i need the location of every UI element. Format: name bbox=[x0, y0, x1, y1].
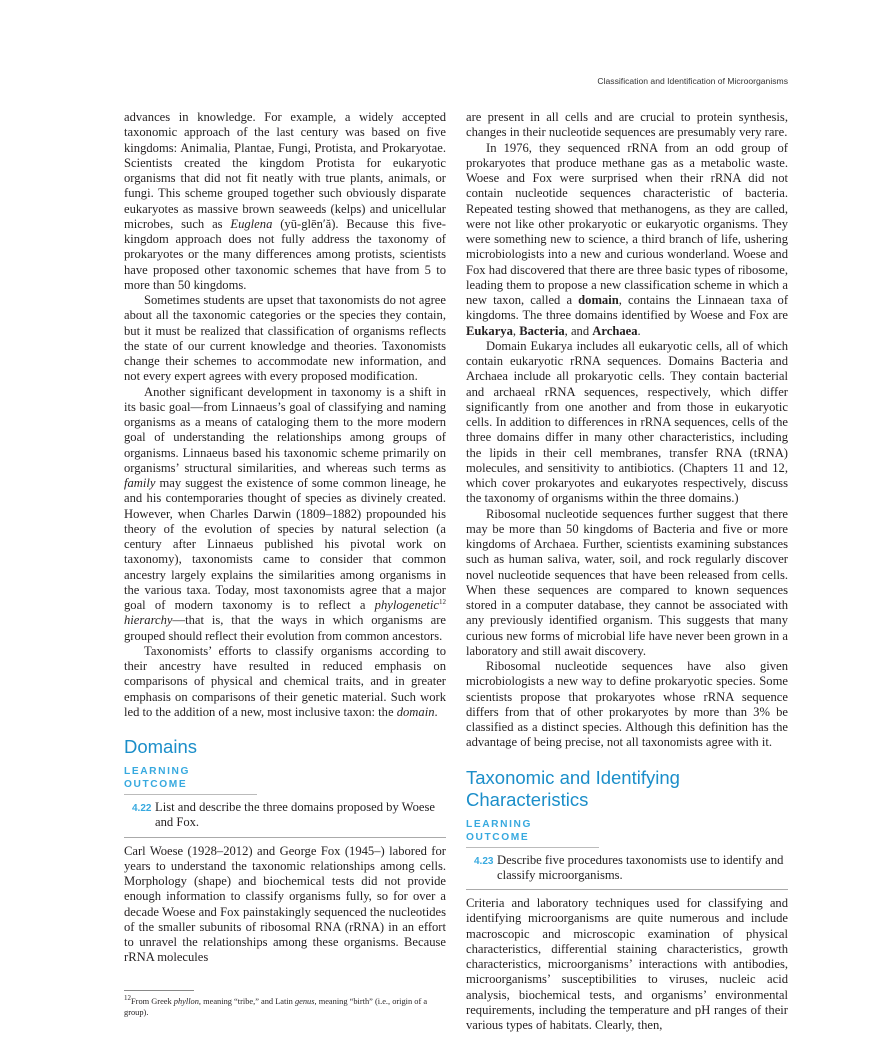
outcome-number: 4.23 bbox=[474, 855, 494, 867]
taxonomic-characteristics-section: Taxonomic and Identifying Characteristic… bbox=[466, 767, 788, 1034]
paragraph: Ribosomal nucleotide sequences further s… bbox=[466, 506, 788, 658]
bold-term: domain bbox=[578, 293, 619, 307]
text: Another significant development in taxon… bbox=[124, 384, 446, 475]
paragraph: Domain Eukarya includes all eukaryotic c… bbox=[466, 338, 788, 506]
footnote: 12From Greek phyllon, meaning “tribe,” a… bbox=[124, 991, 446, 1018]
paragraph: Another significant development in taxon… bbox=[124, 385, 446, 644]
paragraph: Taxonomists’ efforts to classify organis… bbox=[124, 644, 446, 720]
paragraph: Criteria and laboratory techniques used … bbox=[466, 896, 788, 1032]
learning-outcome-label: LEARNING OUTCOME bbox=[124, 765, 257, 795]
right-column: are present in all cells and are crucial… bbox=[466, 110, 788, 1053]
italic-term: domain bbox=[396, 704, 435, 719]
text: , and bbox=[564, 323, 593, 338]
footnote-area: 12From Greek phyllon, meaning “tribe,” a… bbox=[124, 989, 446, 1018]
paragraph: Ribosomal nucleotide sequences have also… bbox=[466, 659, 788, 750]
text: , bbox=[512, 323, 520, 338]
text: In 1976, they sequenced rRNA from an odd… bbox=[466, 140, 788, 308]
learning-outcome-label: LEARNING OUTCOME bbox=[466, 818, 599, 848]
section-heading: Taxonomic and Identifying Characteristic… bbox=[466, 766, 680, 810]
italic-term: family bbox=[124, 476, 156, 490]
text: Taxonomists’ efforts to classify organis… bbox=[124, 643, 446, 719]
outcome-text: Describe five procedures taxonomists use… bbox=[497, 852, 784, 882]
text: , meaning “tribe,” and Latin bbox=[198, 996, 295, 1006]
footnote-number: 12 bbox=[124, 993, 131, 1002]
running-header: Classification and Identification of Mic… bbox=[597, 76, 788, 86]
italic-term: genus bbox=[294, 996, 315, 1006]
bold-term: Bacteria bbox=[519, 323, 565, 338]
outcome-text: List and describe the three domains prop… bbox=[155, 800, 435, 830]
paragraph: are present in all cells and are crucial… bbox=[466, 110, 788, 140]
bold-term: Eukarya bbox=[466, 323, 513, 338]
footnote-ref[interactable]: 12 bbox=[439, 597, 446, 606]
italic-term: phyllon bbox=[173, 996, 199, 1006]
text: (yū-glēn′ă). Because this five-kingdom a… bbox=[124, 216, 446, 292]
bold-term: Archaea bbox=[592, 323, 638, 338]
outcome-number: 4.22 bbox=[132, 803, 152, 814]
text: From Greek bbox=[131, 996, 174, 1006]
domains-section: Domains LEARNING OUTCOME 4.22 List and d… bbox=[124, 736, 446, 966]
italic-term: phylogenetic bbox=[374, 598, 439, 612]
paragraph: Carl Woese (1928–2012) and George Fox (1… bbox=[124, 843, 446, 965]
text: may suggest the existence of some common… bbox=[124, 476, 446, 612]
paragraph: advances in knowledge. For example, a wi… bbox=[124, 110, 446, 293]
paragraph: Sometimes students are upset that taxono… bbox=[124, 293, 446, 384]
paragraph: In 1976, they sequenced rRNA from an odd… bbox=[466, 141, 788, 339]
text: , contains the Linnaean taxa of kingdoms… bbox=[466, 293, 789, 323]
italic-term: Euglena bbox=[230, 216, 273, 231]
learning-outcome-item: 4.22 List and describe the three domains… bbox=[124, 795, 446, 838]
italic-term: hierarchy bbox=[124, 613, 173, 628]
text: . bbox=[637, 323, 641, 338]
text: . bbox=[434, 704, 438, 719]
text: advances in knowledge. For example, a wi… bbox=[124, 110, 446, 231]
left-column: advances in knowledge. For example, a wi… bbox=[124, 110, 446, 1038]
text: —that is, that the ways in which organis… bbox=[124, 613, 446, 643]
learning-outcome-item: 4.23 Describe five procedures taxonomist… bbox=[466, 848, 788, 890]
section-heading: Domains bbox=[124, 736, 197, 757]
